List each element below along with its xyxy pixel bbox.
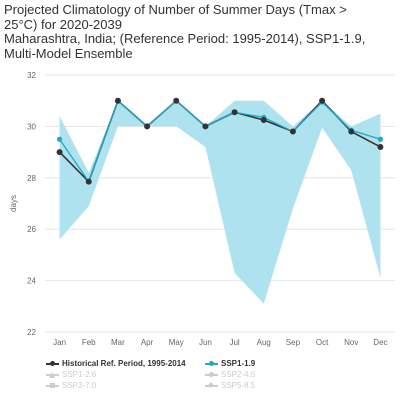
x-axis-ticks: Jan Feb Mar Apr May Jun Jul Aug Sep Oct Nov Dec	[53, 338, 387, 347]
historical-point[interactable]	[173, 97, 180, 104]
legend-label: SSP5-8.5	[221, 381, 256, 390]
ssp1-1.9-line	[59, 100, 381, 183]
x-tick-label: Dec	[373, 338, 387, 347]
legend-item-ssp585[interactable]: SSP5-8.5	[205, 381, 255, 390]
triangle-marker-icon	[46, 371, 59, 379]
y-tick-label: 26	[27, 225, 36, 234]
series-points[interactable]	[56, 97, 384, 185]
legend-item-ssp370[interactable]: SSP3-7.0	[46, 381, 96, 390]
chart-title: Projected Climatology of Number of Summe…	[4, 2, 400, 61]
line-chart: 22 24 26 28 30 32 days Jan Feb Mar Apr May Jun Jul A…	[9, 71, 395, 347]
legend-label: SSP1-1.9	[221, 359, 256, 368]
y-tick-label: 24	[27, 277, 36, 286]
historical-point[interactable]	[85, 178, 92, 185]
chart-title-line-1: Projected Climatology of Number of Summe…	[4, 2, 347, 17]
y-tick-label: 28	[27, 174, 36, 183]
historical-point[interactable]	[114, 97, 121, 104]
x-tick-label: Sep	[286, 338, 301, 347]
historical-point[interactable]	[231, 109, 238, 116]
circle-marker-icon	[205, 360, 218, 368]
ssp1-1.9-point[interactable]	[377, 136, 384, 142]
chart-title-line-3: Maharashtra, India; (Reference Period: 1…	[4, 31, 366, 46]
x-tick-label: Oct	[316, 338, 329, 347]
historical-point[interactable]	[202, 123, 209, 130]
historical-point[interactable]	[319, 97, 326, 104]
historical-point[interactable]	[260, 116, 267, 123]
ssp1-1.9-range-area	[59, 100, 381, 304]
historical-point[interactable]	[144, 123, 151, 130]
legend-item-ssp119[interactable]: SSP1-1.9	[205, 359, 255, 368]
series-lines	[59, 99, 381, 183]
legend-label: SSP1-2.6	[62, 370, 97, 379]
legend-label: SSP2-4.5	[221, 370, 256, 379]
y-tick-label: 32	[27, 71, 36, 80]
x-tick-label: Aug	[257, 338, 271, 347]
x-tick-label: Jun	[199, 338, 212, 347]
x-tick-label: Apr	[141, 338, 154, 347]
x-tick-label: May	[169, 338, 184, 347]
chart-title-line-2: 25°C) for 2020-2039	[4, 16, 122, 32]
legend-item-historical[interactable]: Historical Ref. Period, 1995-2014	[46, 359, 186, 368]
historical-point[interactable]	[348, 128, 355, 135]
x-tick-label: Jan	[53, 338, 66, 347]
circle-marker-icon	[46, 360, 59, 368]
circle-marker-icon	[205, 371, 218, 379]
legend-label: Historical Ref. Period, 1995-2014	[62, 359, 186, 368]
historical-point[interactable]	[377, 143, 384, 150]
y-tick-label: 30	[27, 122, 36, 131]
y-axis-ticks: 22 24 26 28 30 32	[27, 71, 36, 337]
legend-item-ssp126[interactable]: SSP1-2.6	[46, 370, 96, 379]
historical-point[interactable]	[289, 128, 296, 135]
legend-item-ssp245[interactable]: SSP2-4.5	[205, 370, 255, 379]
y-axis-label: days	[9, 195, 18, 212]
y-tick-label: 22	[27, 328, 36, 337]
square-marker-icon	[46, 382, 59, 390]
historical-point[interactable]	[56, 149, 63, 156]
x-tick-label: Jul	[229, 338, 239, 347]
diamond-marker-icon	[205, 382, 218, 390]
legend-label: SSP3-7.0	[62, 381, 97, 390]
x-tick-label: Mar	[111, 338, 125, 347]
ssp1-1.9-point[interactable]	[56, 136, 63, 142]
x-tick-label: Nov	[344, 338, 358, 347]
chart-title-line-4: Multi-Model Ensemble	[4, 45, 133, 61]
x-tick-label: Feb	[82, 338, 96, 347]
